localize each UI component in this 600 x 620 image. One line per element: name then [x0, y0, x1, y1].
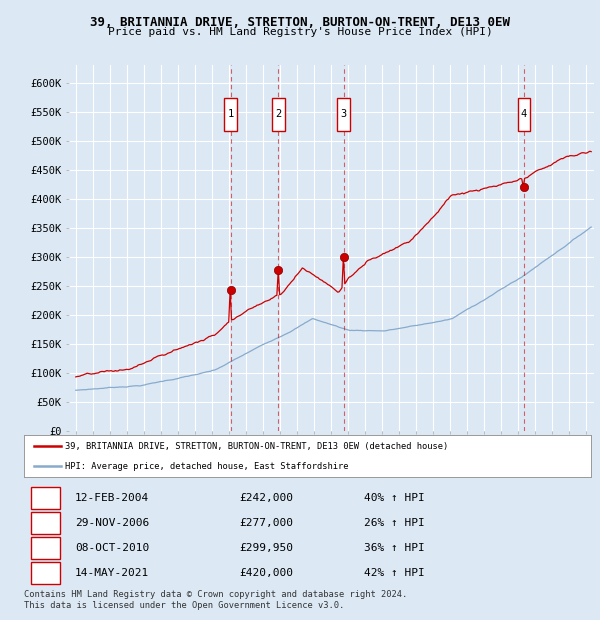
- Text: 08-OCT-2010: 08-OCT-2010: [75, 543, 149, 554]
- Text: 26% ↑ HPI: 26% ↑ HPI: [364, 518, 425, 528]
- Text: 42% ↑ HPI: 42% ↑ HPI: [364, 569, 425, 578]
- Text: £420,000: £420,000: [239, 569, 293, 578]
- Text: HPI: Average price, detached house, East Staffordshire: HPI: Average price, detached house, East…: [65, 462, 349, 471]
- Text: 2: 2: [275, 110, 281, 120]
- Text: Price paid vs. HM Land Registry's House Price Index (HPI): Price paid vs. HM Land Registry's House …: [107, 27, 493, 37]
- Text: 1: 1: [42, 494, 49, 503]
- Text: £299,950: £299,950: [239, 543, 293, 554]
- Text: 14-MAY-2021: 14-MAY-2021: [75, 569, 149, 578]
- Text: 40% ↑ HPI: 40% ↑ HPI: [364, 494, 425, 503]
- Text: 1: 1: [227, 110, 234, 120]
- Text: 12-FEB-2004: 12-FEB-2004: [75, 494, 149, 503]
- Text: 4: 4: [521, 110, 527, 120]
- Text: £242,000: £242,000: [239, 494, 293, 503]
- Text: 36% ↑ HPI: 36% ↑ HPI: [364, 543, 425, 554]
- FancyBboxPatch shape: [224, 98, 237, 131]
- Text: £277,000: £277,000: [239, 518, 293, 528]
- FancyBboxPatch shape: [31, 538, 60, 559]
- FancyBboxPatch shape: [518, 98, 530, 131]
- Text: 39, BRITANNIA DRIVE, STRETTON, BURTON-ON-TRENT, DE13 0EW (detached house): 39, BRITANNIA DRIVE, STRETTON, BURTON-ON…: [65, 441, 449, 451]
- FancyBboxPatch shape: [31, 562, 60, 584]
- Text: 3: 3: [341, 110, 347, 120]
- Text: 39, BRITANNIA DRIVE, STRETTON, BURTON-ON-TRENT, DE13 0EW: 39, BRITANNIA DRIVE, STRETTON, BURTON-ON…: [90, 16, 510, 29]
- Text: 3: 3: [42, 543, 49, 554]
- Text: 29-NOV-2006: 29-NOV-2006: [75, 518, 149, 528]
- FancyBboxPatch shape: [272, 98, 284, 131]
- FancyBboxPatch shape: [31, 513, 60, 534]
- Text: 4: 4: [42, 569, 49, 578]
- Text: 2: 2: [42, 518, 49, 528]
- Text: Contains HM Land Registry data © Crown copyright and database right 2024.
This d: Contains HM Land Registry data © Crown c…: [24, 590, 407, 609]
- FancyBboxPatch shape: [31, 487, 60, 510]
- FancyBboxPatch shape: [337, 98, 350, 131]
